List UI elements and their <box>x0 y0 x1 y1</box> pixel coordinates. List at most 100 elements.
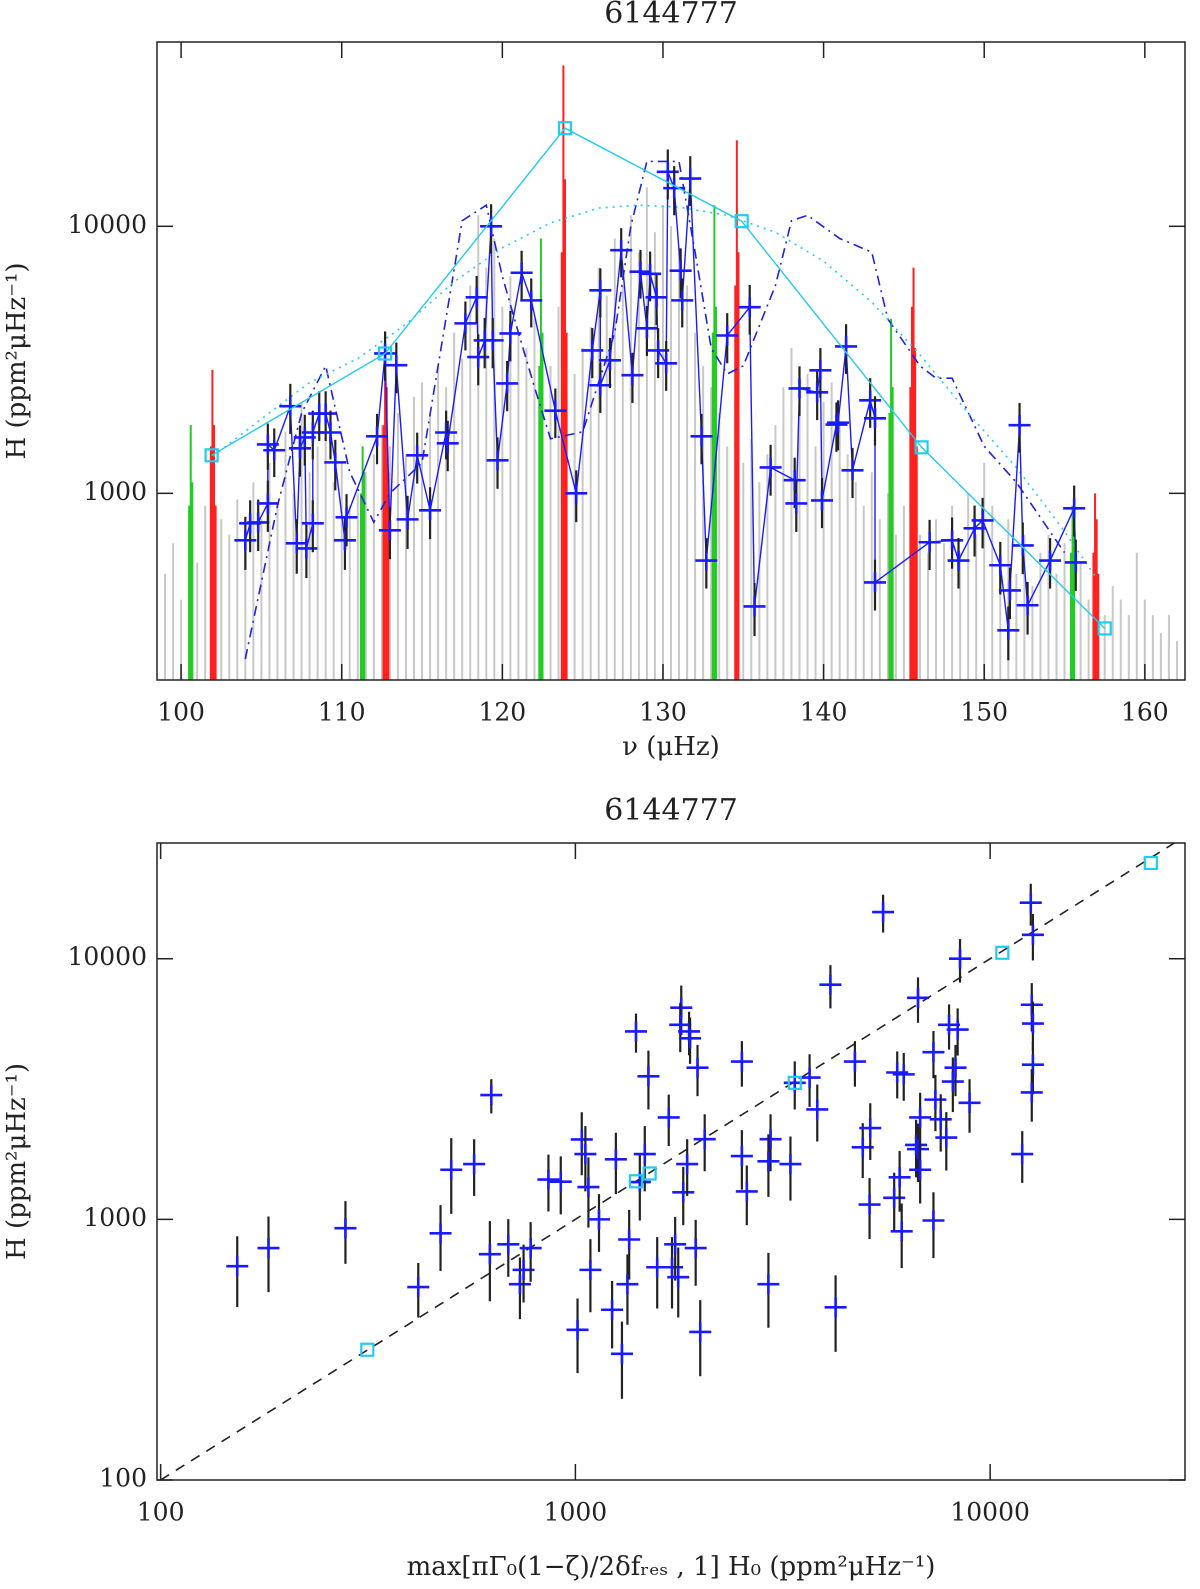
cross-marker <box>743 596 766 617</box>
connecting-line <box>211 127 1106 629</box>
chart-title: 6144777 <box>604 793 738 828</box>
cross-marker <box>798 1067 821 1088</box>
cross-marker <box>1021 1054 1044 1075</box>
cross-marker <box>234 530 257 551</box>
cross-marker <box>863 572 886 593</box>
cross-marker <box>618 1229 641 1250</box>
square-marker <box>557 121 573 136</box>
cross-marker <box>288 438 311 459</box>
cross-marker <box>841 460 864 481</box>
cross-marker <box>598 350 621 371</box>
cross-marker <box>689 1321 712 1342</box>
cross-marker <box>1011 535 1034 556</box>
cross-marker <box>907 987 930 1008</box>
plot-area <box>160 843 1175 1480</box>
cross-marker <box>478 1244 501 1265</box>
curve <box>212 204 1098 579</box>
cross-marker <box>686 1057 709 1078</box>
curve <box>160 843 1175 1480</box>
cross-marker <box>257 1238 280 1259</box>
cross-marker <box>872 902 895 923</box>
cross-marker <box>497 1234 520 1255</box>
cross-marker <box>664 1234 687 1255</box>
square-marker <box>914 440 929 455</box>
cross-marker <box>616 1274 639 1295</box>
square-marker <box>734 214 749 229</box>
cross-marker <box>827 412 850 433</box>
cross-marker <box>301 513 324 534</box>
cross-marker <box>1008 415 1031 436</box>
y-tick-label: 1000 <box>83 477 147 506</box>
cross-marker <box>809 360 832 381</box>
y-tick-label: 1000 <box>83 1203 147 1232</box>
cross-marker <box>406 445 429 466</box>
cross-marker <box>667 1267 690 1288</box>
cross-marker <box>971 510 994 531</box>
x-tick-label: 100 <box>157 698 205 727</box>
cross-marker <box>601 1299 624 1320</box>
cross-marker <box>810 490 833 511</box>
x-tick-label: 10000 <box>950 1498 1030 1527</box>
cross-marker <box>655 353 678 374</box>
cross-marker <box>1016 595 1039 616</box>
cross-marker <box>892 1064 915 1085</box>
cross-marker <box>481 330 504 351</box>
cross-marker <box>929 1109 952 1130</box>
cross-marker <box>285 533 308 554</box>
cross-marker <box>574 1144 597 1165</box>
cross-marker <box>324 452 347 473</box>
axes-frame <box>156 41 1186 681</box>
cross-marker <box>519 1238 542 1259</box>
cross-marker <box>671 290 694 311</box>
cross-marker <box>730 1146 753 1167</box>
cross-marker <box>922 1210 945 1231</box>
cross-marker <box>537 1169 560 1190</box>
cross-marker <box>783 470 806 491</box>
cross-marker <box>589 280 612 301</box>
cross-marker <box>757 1274 780 1295</box>
cross-marker <box>890 1221 913 1242</box>
y-tick-label: 10000 <box>67 942 147 971</box>
cross-marker <box>454 313 477 334</box>
cross-marker <box>604 1149 627 1170</box>
y-tick-label: 10000 <box>67 210 147 239</box>
cross-marker <box>587 1209 610 1230</box>
cross-marker <box>924 1089 947 1110</box>
cross-marker <box>335 507 358 528</box>
cross-marker <box>824 1297 847 1318</box>
cross-marker <box>944 1057 967 1078</box>
cross-marker <box>396 509 419 530</box>
cross-marker <box>570 1129 593 1150</box>
cross-marker <box>935 1127 958 1148</box>
cross-marker <box>907 1139 930 1160</box>
cross-marker <box>378 520 401 541</box>
cross-marker <box>997 620 1020 641</box>
cross-marker <box>279 396 302 417</box>
cross-marker <box>621 365 644 386</box>
cross-marker <box>319 422 342 443</box>
x-tick-label: 1000 <box>544 1498 608 1527</box>
cross-marker <box>947 550 970 571</box>
cross-marker <box>888 1167 911 1188</box>
square-marker <box>204 448 219 463</box>
cross-marker <box>429 1223 452 1244</box>
cross-marker <box>819 974 842 995</box>
cross-marker <box>759 457 782 478</box>
cross-marker <box>1039 550 1062 571</box>
cross-marker <box>672 1182 695 1203</box>
cross-marker <box>684 1238 707 1259</box>
cross-marker <box>565 483 588 504</box>
cross-marker <box>436 433 459 454</box>
cross-marker <box>629 261 652 282</box>
square-marker <box>377 346 393 361</box>
cross-marker <box>589 375 612 396</box>
cross-marker <box>1021 924 1044 945</box>
cross-marker <box>463 1154 486 1175</box>
cross-marker <box>676 1154 699 1175</box>
x-tick-label: 140 <box>800 698 848 727</box>
cross-marker <box>333 530 356 551</box>
cross-marker <box>757 1151 780 1172</box>
cross-marker <box>499 323 522 344</box>
cross-marker <box>806 382 829 403</box>
cross-marker <box>263 440 286 461</box>
